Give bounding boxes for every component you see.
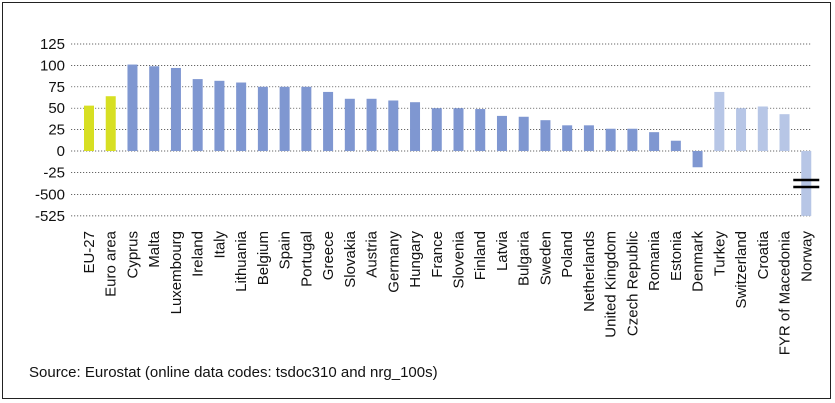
- x-tick-label: Cyprus: [124, 231, 141, 279]
- x-tick-label: France: [429, 231, 446, 278]
- x-tick-label: Ireland: [190, 231, 207, 277]
- bar: [605, 128, 616, 151]
- x-tick-label: Portugal: [298, 231, 315, 287]
- bar: [562, 125, 573, 151]
- x-tick-label: Belgium: [255, 231, 272, 285]
- bar: [323, 91, 334, 151]
- x-tick-label: Estonia: [668, 230, 685, 281]
- x-tick-label: Croatia: [755, 230, 772, 279]
- x-tick-label: Sweden: [537, 231, 554, 285]
- y-tick-label: -500: [35, 187, 65, 204]
- bar: [692, 151, 703, 168]
- bar: [540, 120, 551, 151]
- x-tick-label: Spain: [277, 231, 294, 269]
- bar: [801, 151, 812, 216]
- x-tick-label: Poland: [559, 231, 576, 278]
- y-tick-label: 25: [48, 122, 65, 139]
- y-tick-label: 75: [48, 79, 65, 96]
- y-tick-labels: 125 100 75 50 25 0 -25 -500 -525: [35, 36, 65, 225]
- x-tick-label: Denmark: [690, 231, 707, 292]
- bar: [192, 79, 203, 151]
- bar: [257, 86, 268, 151]
- bar: [127, 64, 138, 151]
- x-tick-label: Czech Republic: [624, 231, 641, 337]
- x-tick-label: United Kingdom: [603, 231, 620, 338]
- bar: [170, 67, 181, 151]
- x-tick-label: Netherlands: [581, 231, 598, 312]
- bar: [779, 114, 790, 151]
- bar: [453, 108, 464, 151]
- x-tick-label: Latvia: [494, 230, 511, 271]
- bar: [714, 91, 725, 151]
- bar: [583, 125, 594, 151]
- x-tick-label: Turkey: [711, 231, 728, 277]
- bar: [388, 100, 399, 151]
- bar: [301, 86, 312, 151]
- x-tick-labels: EU-27 Euro area Cyprus Malta Luxembourg Irela…: [81, 230, 815, 355]
- x-tick-label: Switzerland: [733, 231, 750, 309]
- bar: [214, 80, 225, 151]
- x-tick-label: EU-27: [81, 231, 98, 274]
- x-tick-label: Lithuania: [233, 230, 250, 292]
- bar: [496, 115, 507, 151]
- chart-frame: 125 100 75 50 25 0 -25 -500 -525 EU-27 Euro area C…: [2, 2, 831, 399]
- bar: [105, 96, 116, 151]
- x-tick-label: Finland: [472, 231, 489, 280]
- x-tick-label: Slovakia: [342, 230, 359, 287]
- x-tick-label: Italy: [211, 231, 228, 259]
- y-tick-label: 125: [40, 36, 65, 53]
- bar: [84, 105, 94, 151]
- bar: [627, 128, 638, 151]
- x-tick-label: Bulgaria: [516, 230, 533, 286]
- x-tick-label: FYR of Macedonia: [777, 230, 794, 355]
- x-tick-label: Austria: [364, 230, 381, 277]
- x-tick-label: Malta: [146, 230, 163, 267]
- y-tick-label: 50: [48, 100, 65, 117]
- y-tick-label: -25: [43, 164, 65, 181]
- x-tick-label: Romania: [646, 230, 663, 291]
- bar: [236, 82, 247, 151]
- bar: [149, 66, 160, 151]
- source-note: Source: Eurostat (online data codes: tsd…: [29, 364, 438, 381]
- bar: [736, 108, 747, 151]
- x-tick-label: Luxembourg: [168, 231, 185, 314]
- axis-break-marker: [793, 178, 820, 189]
- bar: [649, 132, 660, 151]
- x-tick-label: Slovenia: [451, 230, 468, 288]
- bar: [344, 98, 355, 151]
- bar: [366, 98, 377, 151]
- bar: [757, 106, 768, 151]
- bar: [518, 116, 529, 151]
- bar: [431, 108, 442, 151]
- x-tick-label: Euro area: [103, 230, 120, 297]
- bar: [475, 109, 486, 151]
- y-tick-label: 100: [40, 57, 65, 74]
- y-tick-label: 0: [57, 143, 65, 160]
- x-tick-label: Norway: [798, 231, 815, 282]
- bar: [410, 102, 421, 151]
- x-tick-label: Germany: [385, 231, 402, 293]
- x-tick-label: Hungary: [407, 231, 424, 288]
- bar: [279, 86, 290, 151]
- bar: [670, 140, 681, 151]
- x-tick-label: Greece: [320, 231, 337, 280]
- bars: [84, 64, 812, 216]
- y-tick-label: -525: [35, 208, 65, 225]
